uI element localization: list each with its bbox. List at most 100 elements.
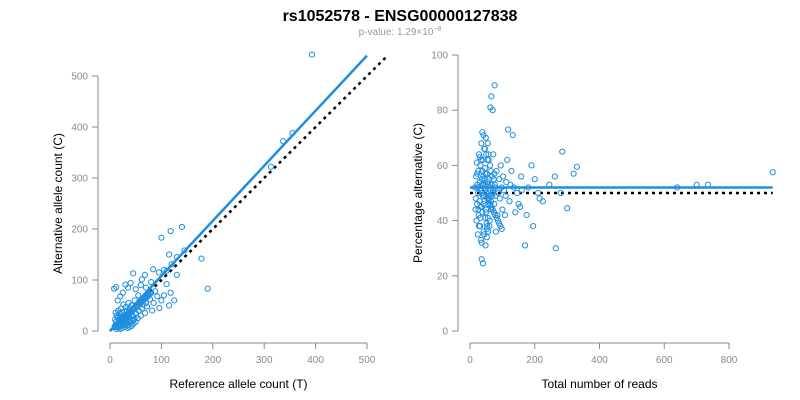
right-data-point <box>474 200 481 208</box>
right-data-point <box>485 228 492 235</box>
left-fit-line <box>109 54 368 332</box>
right-data-point <box>478 256 485 263</box>
left-data-point <box>129 317 136 324</box>
right-x-tick-label: 600 <box>656 355 673 366</box>
right-data-point <box>477 162 484 169</box>
right-x-tick-label: 400 <box>591 355 608 366</box>
right-data-point <box>472 195 479 202</box>
right-data-point <box>557 189 564 197</box>
right-x-tick-label: 0 <box>467 355 473 366</box>
left-data-point <box>131 315 138 322</box>
left-data-point <box>167 227 174 235</box>
right-data-point <box>496 176 503 183</box>
right-data-point <box>769 169 776 176</box>
left-data-point <box>149 307 156 314</box>
left-data-point <box>178 223 186 231</box>
right-data-point <box>481 145 488 152</box>
right-data-point <box>479 260 487 267</box>
right-data-point <box>483 151 490 158</box>
left-data-point <box>167 289 174 296</box>
left-data-point <box>114 297 121 304</box>
right-data-point <box>477 156 485 163</box>
left-data-point <box>267 163 274 170</box>
left-y-tick-label: 500 <box>71 72 88 83</box>
left-data-point <box>148 278 155 286</box>
left-data-point <box>119 289 126 296</box>
right-y-tick-label: 0 <box>442 327 448 338</box>
right-data-point <box>473 159 480 166</box>
right-data-point <box>506 198 513 205</box>
right-data-point <box>498 225 505 232</box>
left-data-point <box>198 255 205 262</box>
right-data-point <box>531 176 538 183</box>
left-data-point <box>163 280 170 288</box>
left-data-point <box>158 234 165 241</box>
left-x-tick-label: 400 <box>307 355 324 366</box>
left-y-axis-label: Alternative allele count (C) <box>51 133 65 274</box>
left-y-tick-label: 400 <box>71 123 88 134</box>
right-scatter-panel: 0 200 400 600 800 0 20 40 60 80 100 Total number of… <box>411 51 776 391</box>
right-data-point <box>564 205 571 212</box>
right-data-point <box>480 200 487 208</box>
right-data-point <box>484 214 491 221</box>
left-data-point <box>122 281 129 288</box>
left-x-tick-label: 200 <box>204 355 221 366</box>
left-data-point <box>146 290 154 297</box>
right-y-tick-label: 80 <box>437 106 449 117</box>
right-data-point <box>534 189 542 197</box>
right-data-point <box>474 170 481 177</box>
left-data-point <box>204 285 211 292</box>
left-data-point <box>142 284 150 291</box>
right-x-tick-label: 800 <box>721 355 738 366</box>
left-data-point <box>111 285 118 292</box>
right-data-point <box>552 245 559 252</box>
right-data-point <box>477 214 484 221</box>
left-x-axis-label: Reference allele count (T) <box>169 377 307 391</box>
left-data-point <box>181 247 188 254</box>
right-x-tick-label: 200 <box>526 355 543 366</box>
right-data-point <box>477 236 485 244</box>
right-data-point <box>486 162 494 169</box>
left-x-tick-label: 100 <box>153 355 170 366</box>
right-y-tick-label: 40 <box>437 216 449 227</box>
right-data-point <box>559 148 566 155</box>
right-data-point <box>539 198 546 205</box>
right-data-point <box>491 170 498 177</box>
left-y-tick-label: 0 <box>82 327 88 338</box>
right-data-point <box>474 231 481 238</box>
right-data-point <box>482 209 489 216</box>
right-data-point <box>488 93 495 100</box>
left-data-point <box>130 270 137 277</box>
right-data-point <box>528 162 535 169</box>
right-data-point <box>509 131 516 139</box>
left-data-point <box>148 289 155 296</box>
left-y-tick-label: 100 <box>71 276 88 287</box>
right-data-point <box>484 225 491 232</box>
right-data-point <box>492 228 499 235</box>
right-data-point <box>492 192 499 199</box>
chart-title: rs1052578 - ENSG00000127838 <box>283 8 518 25</box>
left-data-point <box>166 302 173 309</box>
right-y-tick-label: 60 <box>437 161 449 172</box>
right-data-point <box>513 189 521 197</box>
right-data-point <box>512 209 519 216</box>
right-data-point <box>503 178 510 186</box>
left-x-tick-label: 0 <box>107 355 113 366</box>
left-data-point <box>158 297 165 304</box>
right-data-point <box>473 173 480 180</box>
left-data-point <box>112 309 119 316</box>
right-y-axis-label: Percentage alternative (C) <box>411 123 425 263</box>
left-data-point <box>113 312 120 319</box>
left-data-point <box>150 299 157 307</box>
p-value-subtitle: p-value: 1.29×10−8 <box>359 26 442 38</box>
p-value-text: p-value: 1.29×10 <box>359 27 434 38</box>
right-data-point <box>518 173 525 180</box>
right-data-point <box>482 170 489 177</box>
right-data-point <box>497 162 504 169</box>
left-data-point <box>132 318 139 325</box>
left-data-point <box>173 271 180 278</box>
left-data-point <box>166 251 173 258</box>
right-data-point <box>515 200 522 208</box>
left-x-tick-label: 500 <box>359 355 376 366</box>
